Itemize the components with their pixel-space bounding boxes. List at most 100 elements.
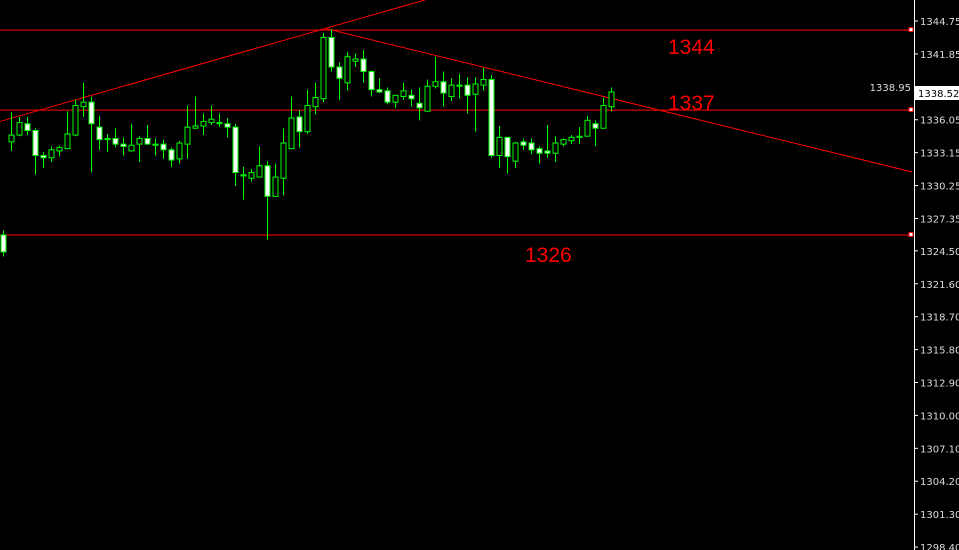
bear-candle	[264, 161, 271, 240]
candle-body	[600, 105, 607, 129]
bull-candle	[72, 99, 79, 137]
trendline-2[interactable]	[324, 27, 913, 173]
candles	[0, 29, 615, 257]
candle-body	[48, 149, 55, 159]
level-label-1326: 1326	[525, 244, 572, 267]
bull-candle	[272, 163, 279, 197]
bull-candle	[184, 105, 191, 159]
bull-candle	[136, 136, 143, 163]
current-price-tag: 1338.52	[914, 86, 959, 100]
bull-candle	[568, 135, 575, 145]
bull-candle	[456, 73, 463, 99]
bull-candle	[248, 169, 255, 182]
bear-candle	[0, 230, 7, 257]
bull-candle	[392, 94, 399, 108]
bull-candle	[432, 56, 439, 89]
price-tick-label: 1310.00	[920, 411, 959, 422]
candle-body	[24, 123, 31, 132]
price-tick-label: 1312.90	[920, 378, 959, 389]
candle-body	[224, 123, 231, 128]
bear-candle	[232, 123, 239, 187]
candle-body	[560, 139, 567, 145]
candle-body	[72, 105, 79, 136]
price-tick-label: 1315.80	[920, 346, 959, 357]
candle-body	[328, 36, 335, 68]
bear-candle	[360, 49, 367, 83]
current-price-tag-bg	[914, 86, 959, 100]
candle-body	[424, 85, 431, 112]
candle-body	[168, 149, 175, 161]
horizontal-levels: 1344 1337 1326	[0, 27, 914, 267]
bull-candle	[152, 138, 159, 156]
candle-body	[464, 84, 471, 96]
candle-body	[416, 102, 423, 109]
candle-body	[8, 134, 15, 143]
bull-candle	[64, 111, 71, 150]
candle-body	[248, 172, 255, 179]
bear-candle	[544, 124, 551, 158]
candle-body	[576, 135, 583, 138]
bear-candle	[224, 118, 231, 138]
candle-body	[312, 97, 319, 108]
price-tick-label: 1298.40	[920, 543, 959, 550]
bull-candle	[608, 87, 615, 112]
candle-body	[216, 122, 223, 125]
price-tick-label: 1341.85	[920, 50, 959, 61]
candle-body	[448, 84, 455, 97]
bear-candle	[40, 152, 47, 168]
bull-candle	[584, 115, 591, 137]
bear-candle	[488, 74, 495, 158]
price-tick-label: 1344.75	[920, 17, 959, 28]
bear-candle	[112, 128, 119, 148]
level-handle[interactable]	[908, 107, 914, 113]
bull-candle	[304, 89, 311, 134]
candle-body	[136, 137, 143, 145]
candle-body	[40, 154, 47, 159]
price-tick-label: 1301.30	[920, 510, 959, 521]
bear-candle	[88, 96, 95, 173]
bull-candle	[400, 82, 407, 100]
price-tick-label: 1330.25	[920, 182, 959, 193]
candle-body	[472, 83, 479, 95]
bull-candle	[16, 116, 23, 137]
bull-candle	[496, 125, 503, 168]
candle-body	[504, 136, 511, 158]
price-tick-label: 1324.50	[920, 247, 959, 258]
candle-body	[568, 136, 575, 142]
trendline-1[interactable]	[0, 0, 426, 122]
bull-candle	[344, 52, 351, 91]
candle-body	[488, 78, 495, 156]
level-handle[interactable]	[908, 27, 914, 33]
bull-candle	[600, 97, 607, 129]
candle-body	[360, 58, 367, 73]
bear-candle	[520, 138, 527, 150]
bull-candle	[200, 113, 207, 136]
candle-body	[264, 165, 271, 197]
candle-body	[552, 142, 559, 154]
bear-candle	[592, 120, 599, 147]
bull-candle	[176, 140, 183, 164]
price-tick-label: 1321.60	[920, 280, 959, 291]
candle-body	[104, 137, 111, 141]
candle-body	[32, 130, 39, 156]
candle-body	[200, 120, 207, 127]
candle-body	[304, 105, 311, 133]
bear-candle	[32, 128, 39, 175]
bull-candle	[480, 68, 487, 91]
candle-body	[352, 58, 359, 62]
candle-body	[512, 142, 519, 162]
candle-body	[440, 81, 447, 94]
bull-candle	[576, 127, 583, 145]
candle-body	[176, 142, 183, 160]
bull-candle	[128, 123, 135, 152]
price-tick-label: 1338.95	[870, 83, 911, 94]
level-handle[interactable]	[908, 231, 914, 237]
candle-body	[184, 126, 191, 145]
candle-body	[288, 117, 295, 150]
candle-body	[192, 125, 199, 129]
bull-candle	[448, 78, 455, 102]
bull-candle	[48, 146, 55, 163]
bull-candle	[216, 113, 223, 128]
candle-body	[152, 143, 159, 146]
